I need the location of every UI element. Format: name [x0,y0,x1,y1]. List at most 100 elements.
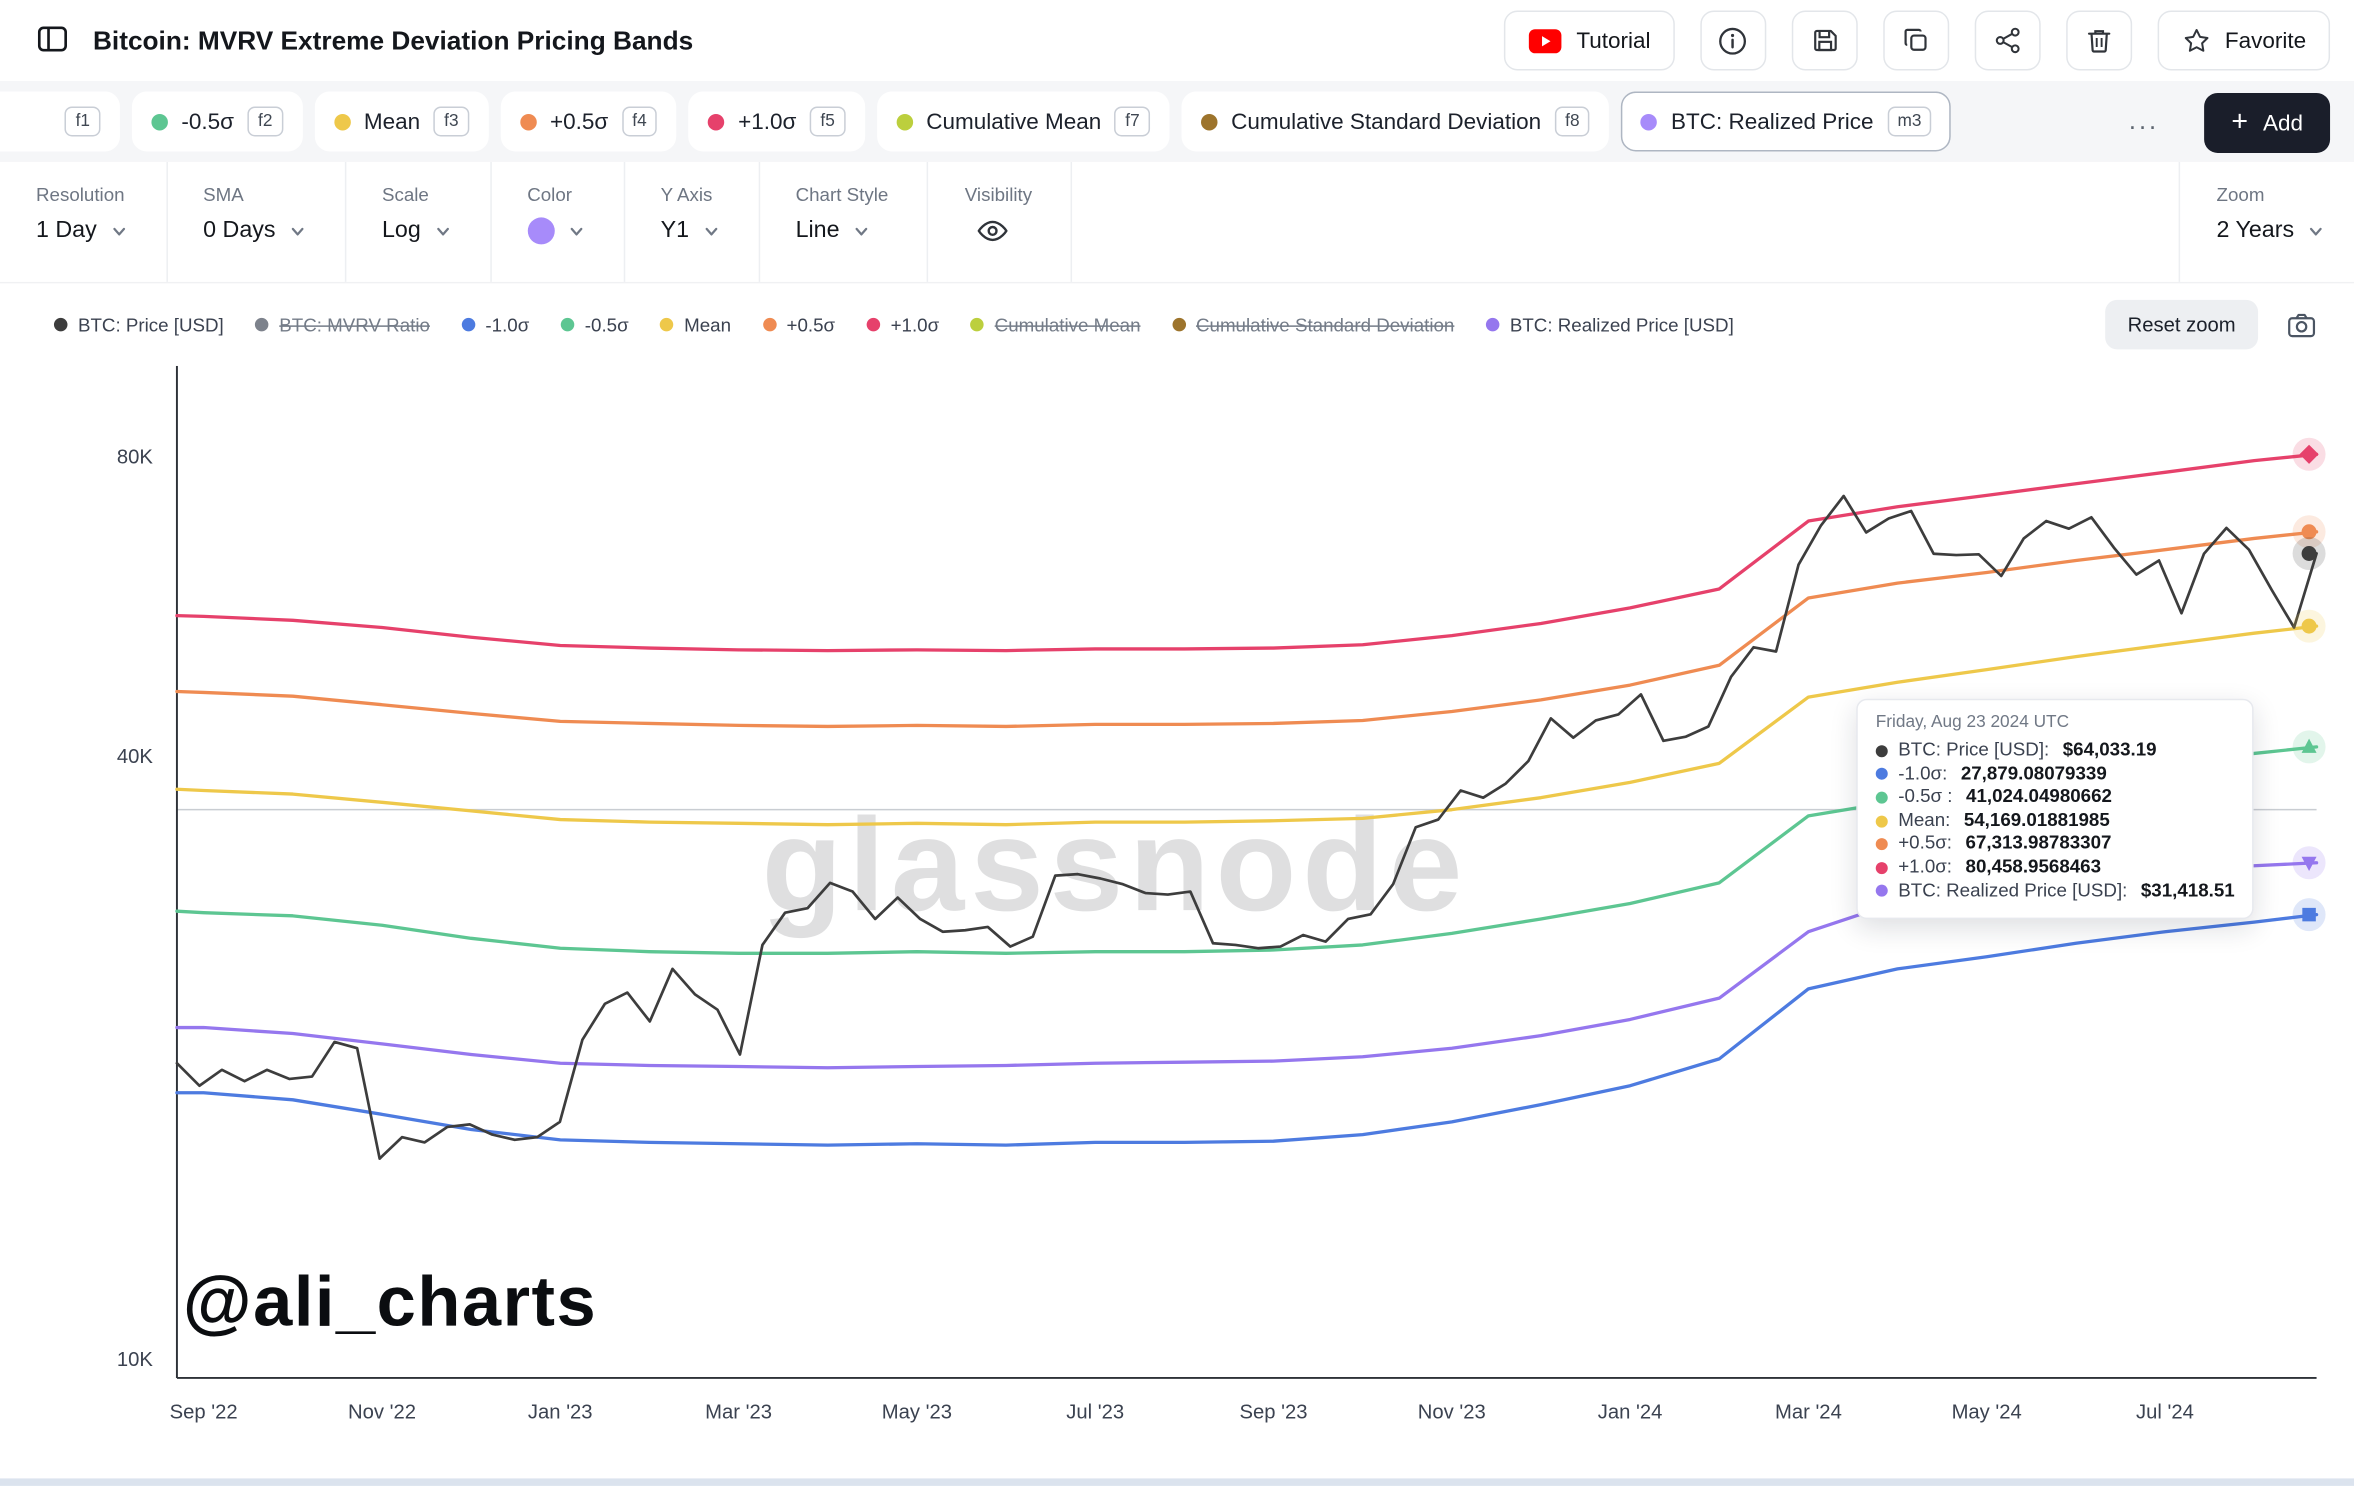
control-label: SMA [203,184,244,206]
control-visibility[interactable]: Visibility [929,161,1073,282]
tooltip-row-btc-price-usd: BTC: Price [USD]: $64,033.19 [1875,739,2235,762]
control-chart-style[interactable]: Chart Style Line [760,161,929,282]
tooltip-label: +1.0σ: [1898,856,1953,878]
more-metrics-button[interactable]: ... [2120,105,2168,138]
control-label: Y Axis [660,184,713,206]
metric-chip-0-5[interactable]: -0.5σ f2 [131,91,303,152]
screenshot-button[interactable] [2282,305,2321,344]
legend-item-cumulative-mean[interactable]: Cumulative Mean [970,314,1141,336]
metric-chips: f1 -0.5σ f2 Mean f3 +0.5σ f4 +1.0σ f5 Cumulative … [0,91,2090,152]
legend-dot [866,317,881,332]
metric-color-dot [1201,113,1218,130]
metric-chip-mean[interactable]: Mean f3 [314,91,489,152]
legend-item-btc-price-usd[interactable]: BTC: Price [USD] [53,314,224,335]
legend-item-1-0[interactable]: +1.0σ [866,314,939,335]
metric-chip-1-0[interactable]: +1.0σ f5 [688,91,865,152]
metric-key-badge: m3 [1886,106,1932,136]
tooltip-label: BTC: Realized Price [USD]: [1898,879,2128,901]
sidebar-toggle-button[interactable] [24,12,81,69]
control-resolution[interactable]: Resolution 1 Day [0,161,168,282]
x-tick-jan-23: Jan '23 [527,1400,593,1423]
legend-item-mean[interactable]: Mean [660,314,731,335]
zoom-value: 2 Years [2216,217,2295,243]
tooltip-dot [1875,791,1888,804]
metric-key-badge: f3 [433,106,470,136]
control-scale[interactable]: Scale Log [346,161,492,282]
metric-color-dot [1641,113,1658,130]
reset-zoom-button[interactable]: Reset zoom [2105,299,2259,350]
chevron-down-icon [291,227,304,235]
legend-item-0-5[interactable]: -0.5σ [560,314,629,335]
control-color[interactable]: Color [491,161,625,282]
tooltip-label: +0.5σ: [1898,832,1953,854]
chart-canvas[interactable] [0,365,2354,1447]
legend-label: Cumulative Mean [994,314,1141,336]
delete-button[interactable] [2065,10,2132,71]
add-metric-button[interactable]: + Add [2204,92,2331,153]
metric-chip-0-5[interactable]: +0.5σ f4 [500,91,677,152]
duplicate-button[interactable] [1882,10,1949,71]
control-value: 1 Day [35,217,97,243]
chevron-down-icon [436,227,449,235]
legend-dot [660,317,674,332]
legend-actions: Reset zoom [2105,299,2321,350]
x-tick-sep-22: Sep '22 [169,1400,238,1423]
metric-chip-label: Mean [363,108,421,135]
legend-dot [1171,317,1186,332]
control-sma[interactable]: SMA 0 Days [167,161,346,282]
tooltip-row-btc-realized-price-usd: BTC: Realized Price [USD]: $31,418.51 [1875,879,2235,902]
x-tick-jul-24: Jul '24 [2136,1400,2194,1423]
x-tick-sep-23: Sep '23 [1239,1400,1308,1423]
metric-chip-label: +1.0σ [738,108,797,135]
control-label: Visibility [964,184,1033,206]
tooltip-label: Mean: [1898,809,1951,831]
chevron-down-icon [2309,227,2322,235]
metric-key-badge: f7 [1114,106,1151,136]
tutorial-button[interactable]: Tutorial [1504,10,1675,71]
control-value: 0 Days [203,217,276,243]
favorite-button[interactable]: Favorite [2157,10,2331,71]
tutorial-label: Tutorial [1576,27,1651,54]
panel-toggle-icon [36,22,69,59]
trash-icon [2084,25,2114,55]
chart-area[interactable]: glassnode 80K 40K 10K Sep '22 Nov '22 Jan '2… [0,365,2354,1447]
metric-chip-cumulative-standard-deviation[interactable]: Cumulative Standard Deviation f8 [1181,91,1610,152]
tooltip-value: 41,024.04980662 [1966,785,2112,807]
legend-item-btc-realized-price-usd[interactable]: BTC: Realized Price [USD] [1485,314,1734,335]
metric-chip-label: Cumulative Mean [926,108,1102,135]
share-icon [1992,25,2022,55]
legend-item-1-0[interactable]: -1.0σ [461,314,529,335]
legend-item-cumulative-standard-deviation[interactable]: Cumulative Standard Deviation [1171,314,1454,335]
bottom-scrollbar[interactable] [0,1478,2354,1486]
tooltip-label: BTC: Price [USD]: [1898,739,2050,761]
legend-label: Mean [684,314,732,336]
series-end-marker-1-0 [2292,437,2326,471]
metric-chip-cumulative-mean[interactable]: Cumulative Mean f7 [876,91,1170,152]
series-end-marker-0-5 [2292,730,2326,764]
tooltip-value: $31,418.51 [2140,879,2235,901]
share-button[interactable] [1974,10,2041,71]
tooltip-row-1-0: +1.0σ: 80,458.9568463 [1875,856,2235,879]
legend-item-0-5[interactable]: +0.5σ [762,314,835,335]
y-tick-80k: 80K [116,444,153,468]
metric-color-dot [333,113,351,130]
header-actions: Tutorial [1504,10,2331,71]
y-tick-40k: 40K [116,745,153,769]
metric-chip-btc-realized-price[interactable]: BTC: Realized Price m3 [1621,91,1952,152]
info-button[interactable] [1700,10,1767,71]
control-zoom[interactable]: Zoom 2 Years [2179,161,2354,282]
metric-chip-label: Cumulative Standard Deviation [1231,108,1542,135]
legend-dot [560,317,575,332]
legend-dot [255,317,269,332]
control-y-axis[interactable]: Y Axis Y1 [625,161,760,282]
legend: BTC: Price [USD] BTC: MVRV Ratio -1.0σ -0.5… [53,314,1765,336]
legend-item-btc-mvrv-ratio[interactable]: BTC: MVRV Ratio [255,314,430,335]
youtube-icon [1528,28,1562,53]
metric-chip-f1[interactable]: f1 [0,91,120,152]
save-button[interactable] [1791,10,1858,71]
control-label: Color [527,184,573,206]
left-controls: Resolution 1 Day SMA 0 Days Scale Log Color Y A… [0,161,1073,282]
header: Bitcoin: MVRV Extreme Deviation Pricing … [0,0,2354,81]
metric-key-badge: f1 [65,106,101,136]
tooltip-row-1-0: -1.0σ: 27,879.08079339 [1875,763,2235,786]
